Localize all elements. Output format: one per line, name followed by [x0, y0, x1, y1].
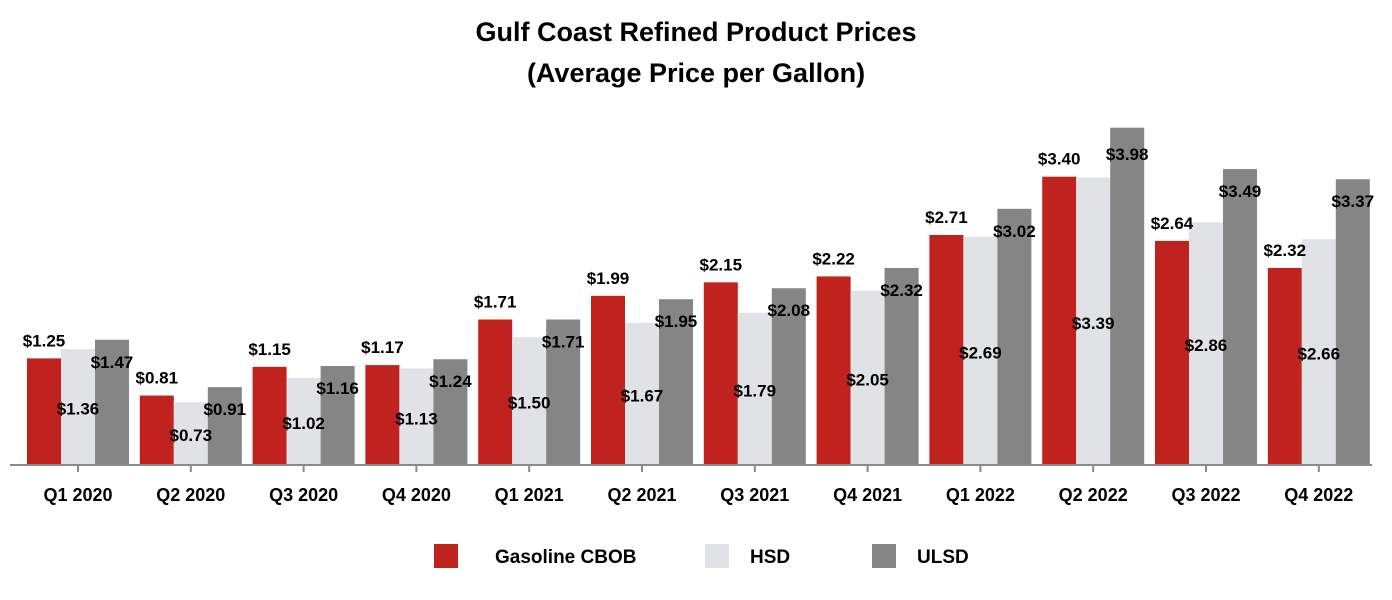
data-label-ulsd-q2-2021: $1.95 [655, 312, 698, 331]
bar-ulsd-q1-2020 [95, 339, 129, 464]
data-label-gasoline-cbob-q1-2022: $2.71 [925, 208, 968, 227]
data-label-hsd-q3-2020: $1.02 [282, 414, 325, 433]
bar-gasoline-cbob-q1-2022 [929, 235, 964, 464]
tick-label-q4-2021: Q4 2021 [833, 485, 902, 505]
legend-swatch-gasoline-cbob [434, 544, 458, 568]
bar-hsd-q4-2020 [399, 368, 434, 464]
data-label-gasoline-cbob-q3-2021: $2.15 [700, 255, 743, 274]
bar-hsd-q3-2022 [1189, 222, 1223, 464]
bar-ulsd-q3-2022 [1223, 169, 1257, 464]
bar-ulsd-q1-2022 [997, 208, 1032, 464]
legend-swatch-ulsd [872, 544, 896, 568]
data-labels-group: $1.25 $1.36 $1.47$0.81 $0.73 $0.91 $1.15 $1.02… [23, 145, 1374, 445]
bar-gasoline-cbob-q2-2021 [591, 295, 625, 464]
bar-hsd-q2-2020 [173, 402, 208, 464]
tick-label-q4-2022: Q4 2022 [1284, 485, 1353, 505]
data-label-ulsd-q3-2020: $1.16 [316, 379, 359, 398]
legend-label-ulsd: ULSD [917, 547, 969, 568]
data-label-hsd-q1-2020: $1.36 [57, 400, 100, 419]
data-label-gasoline-cbob-q3-2020: $1.15 [248, 340, 291, 359]
bar-ulsd-q4-2020 [433, 359, 468, 464]
data-label-gasoline-cbob-q1-2021: $1.71 [474, 293, 517, 312]
chart-subtitle: (Average Price per Gallon) [527, 58, 865, 88]
bar-gasoline-cbob-q2-2022 [1042, 176, 1077, 464]
bar-gasoline-cbob-q4-2020 [365, 365, 400, 464]
bar-ulsd-q2-2022 [1110, 127, 1145, 464]
data-label-ulsd-q2-2020: $0.91 [204, 400, 247, 419]
bar-ulsd-q3-2020 [320, 365, 355, 464]
data-label-ulsd-q4-2022: $3.37 [1332, 192, 1375, 211]
bar-hsd-q2-2021 [625, 322, 659, 464]
chart-title: Gulf Coast Refined Product Prices [475, 17, 916, 47]
data-label-hsd-q2-2020: $0.73 [170, 426, 213, 445]
data-label-hsd-q4-2021: $2.05 [846, 370, 889, 389]
data-label-hsd-q3-2021: $1.79 [734, 381, 777, 400]
tick-label-q1-2022: Q1 2022 [946, 485, 1015, 505]
tick-label-q1-2021: Q1 2021 [495, 485, 564, 505]
x-axis-ticks: Q1 2020 Q2 2020 Q3 2020 Q4 2020 Q1 2021 Q2 20… [43, 464, 1353, 505]
data-label-gasoline-cbob-q2-2021: $1.99 [587, 269, 630, 288]
data-label-hsd-q4-2022: $2.66 [1298, 345, 1341, 364]
tick-label-q1-2020: Q1 2020 [43, 485, 112, 505]
data-label-hsd-q2-2021: $1.67 [621, 386, 664, 405]
data-label-ulsd-q1-2022: $3.02 [993, 222, 1036, 241]
tick-label-q2-2020: Q2 2020 [156, 485, 225, 505]
bars-group [27, 127, 1370, 465]
data-label-hsd-q3-2022: $2.86 [1185, 336, 1228, 355]
legend-label-gasoline-cbob: Gasoline CBOB [495, 547, 636, 568]
legend-swatch-hsd [705, 544, 729, 568]
bar-ulsd-q3-2021 [771, 288, 806, 464]
data-label-gasoline-cbob-q3-2022: $2.64 [1151, 214, 1194, 233]
bar-gasoline-cbob-q3-2020 [252, 366, 287, 464]
bar-gasoline-cbob-q2-2020 [139, 395, 174, 464]
data-label-gasoline-cbob-q2-2020: $0.81 [136, 369, 179, 388]
bar-hsd-q4-2022 [1301, 239, 1336, 464]
data-label-gasoline-cbob-q2-2022: $3.40 [1038, 150, 1081, 169]
tick-label-q2-2021: Q2 2021 [607, 485, 676, 505]
data-label-gasoline-cbob-q4-2020: $1.17 [361, 338, 404, 357]
data-label-ulsd-q4-2020: $1.24 [429, 372, 472, 391]
data-label-ulsd-q4-2021: $2.32 [880, 281, 923, 300]
bar-gasoline-cbob-q1-2021 [478, 319, 513, 464]
data-label-ulsd-q1-2021: $1.71 [542, 333, 585, 352]
legend-label-hsd: HSD [750, 547, 790, 568]
data-label-ulsd-q3-2021: $2.08 [768, 301, 811, 320]
tick-label-q3-2022: Q3 2022 [1171, 485, 1240, 505]
bar-hsd-q1-2021 [512, 337, 547, 464]
data-label-ulsd-q3-2022: $3.49 [1219, 182, 1262, 201]
tick-label-q3-2021: Q3 2021 [720, 485, 789, 505]
bar-ulsd-q2-2020 [207, 387, 242, 464]
tick-label-q2-2022: Q2 2022 [1059, 485, 1128, 505]
tick-label-q3-2020: Q3 2020 [269, 485, 338, 505]
tick-label-q4-2020: Q4 2020 [382, 485, 451, 505]
data-label-ulsd-q1-2020: $1.47 [91, 353, 134, 372]
bar-gasoline-cbob-q4-2022 [1267, 267, 1302, 464]
bar-ulsd-q4-2022 [1335, 179, 1370, 465]
data-label-gasoline-cbob-q4-2022: $2.32 [1264, 241, 1307, 260]
data-label-ulsd-q2-2022: $3.98 [1106, 145, 1149, 164]
bar-gasoline-cbob-q1-2020 [27, 358, 61, 464]
data-label-hsd-q1-2022: $2.69 [959, 343, 1002, 362]
bar-ulsd-q2-2021 [659, 299, 693, 464]
bar-gasoline-cbob-q3-2021 [703, 282, 738, 464]
bar-ulsd-q1-2021 [546, 319, 581, 464]
bar-hsd-q1-2020 [61, 349, 95, 464]
bar-hsd-q3-2020 [286, 377, 321, 464]
data-label-hsd-q4-2020: $1.13 [395, 409, 438, 428]
bar-hsd-q3-2021 [737, 312, 772, 464]
bar-gasoline-cbob-q4-2021 [816, 276, 851, 464]
bar-hsd-q2-2022 [1076, 177, 1111, 465]
bar-hsd-q4-2021 [850, 290, 885, 464]
data-label-hsd-q2-2022: $3.39 [1072, 314, 1115, 333]
bar-ulsd-q4-2021 [884, 267, 919, 464]
data-label-hsd-q1-2021: $1.50 [508, 394, 551, 413]
bar-gasoline-cbob-q3-2022 [1155, 240, 1189, 464]
data-label-gasoline-cbob-q1-2020: $1.25 [23, 331, 66, 350]
bar-hsd-q1-2022 [963, 236, 998, 464]
data-label-gasoline-cbob-q4-2021: $2.22 [812, 249, 855, 268]
legend: Gasoline CBOB HSD ULSD [434, 544, 969, 568]
